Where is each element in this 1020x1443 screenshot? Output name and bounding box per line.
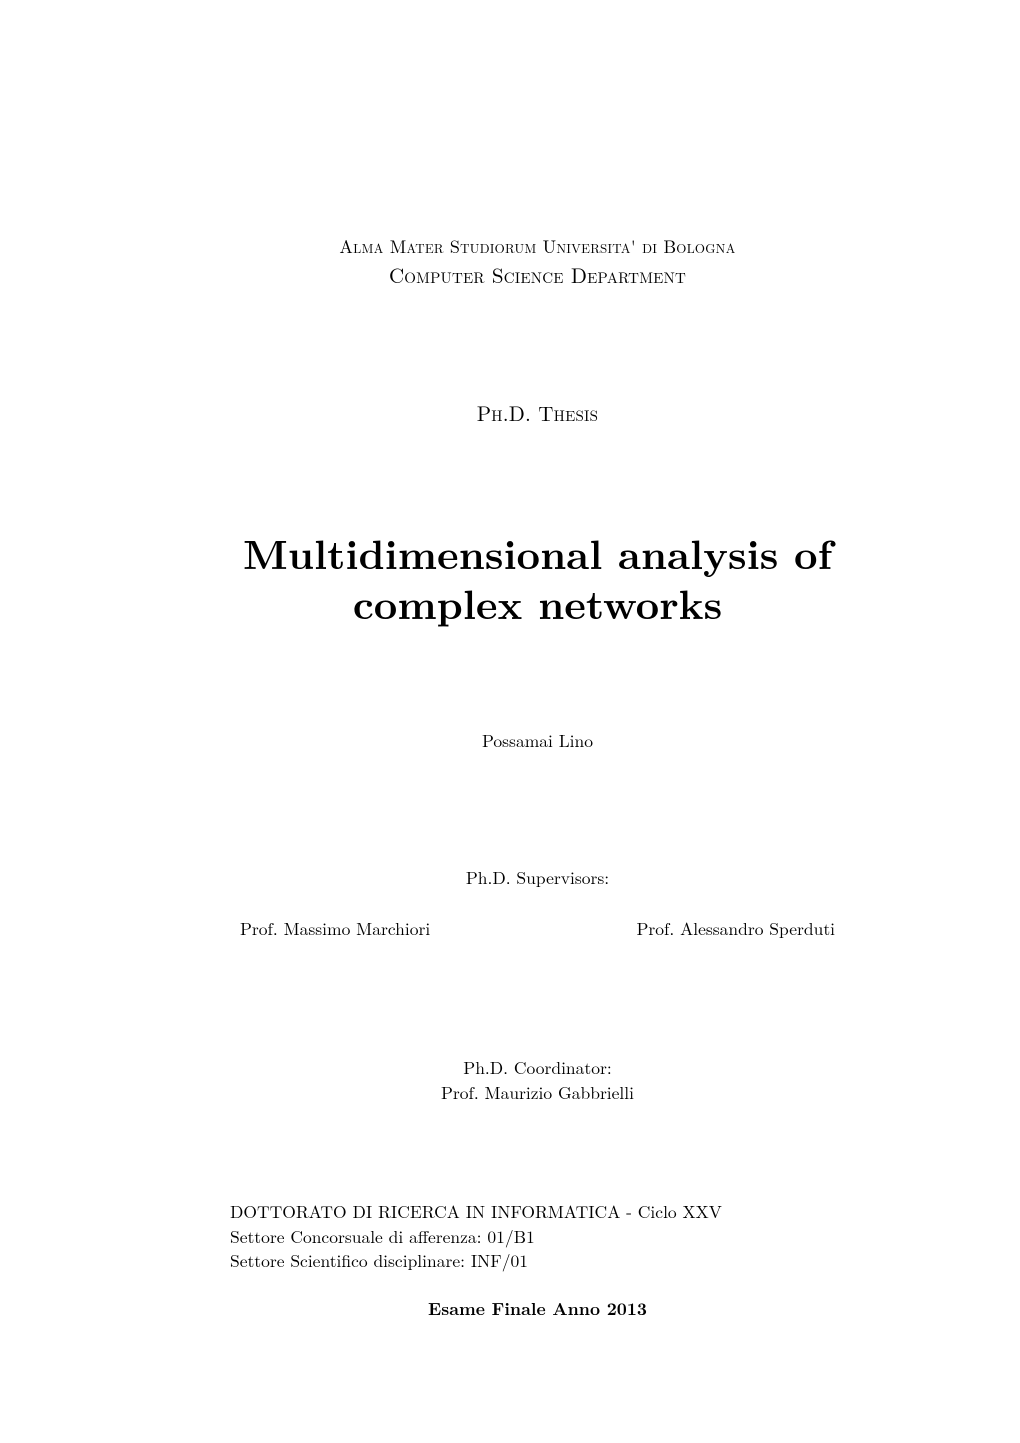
thesis-label: Ph.D. Thesis [230, 398, 845, 428]
coordinator-label: Ph.D. Coordinator: [230, 1056, 845, 1081]
title-line-2: complex networks [230, 578, 845, 628]
final-exam-year: Esame Finale Anno 2013 [230, 1296, 845, 1321]
coordinator-name: Prof. Maurizio Gabbrielli [230, 1081, 845, 1106]
supervisor-left: Prof. Massimo Marchiori [240, 916, 430, 941]
coordinator-block: Ph.D. Coordinator: Prof. Maurizio Gabbri… [230, 1056, 845, 1105]
thesis-title-page: Alma Mater Studiorum Universita' di Bolo… [0, 0, 1020, 1443]
thesis-title: Multidimensional analysis of complex net… [230, 528, 845, 629]
supervisors-label: Ph.D. Supervisors: [230, 865, 845, 890]
program-line-2: Settore Concorsuale di afferenza: 01/B1 [230, 1225, 845, 1250]
program-block: DOTTORATO DI RICERCA IN INFORMATICA - Ci… [230, 1200, 845, 1274]
program-line-3: Settore Scientifico disciplinare: INF/01 [230, 1249, 845, 1274]
author-name: Possamai Lino [230, 728, 845, 753]
supervisors-row: Prof. Massimo Marchiori Prof. Alessandro… [230, 916, 845, 941]
department-name: Computer Science Department [230, 261, 845, 289]
supervisor-right: Prof. Alessandro Sperduti [637, 916, 835, 941]
title-line-1: Multidimensional analysis of [230, 528, 845, 578]
institution-name: Alma Mater Studiorum Universita' di Bolo… [230, 235, 845, 259]
program-line-1: DOTTORATO DI RICERCA IN INFORMATICA - Ci… [230, 1200, 845, 1225]
